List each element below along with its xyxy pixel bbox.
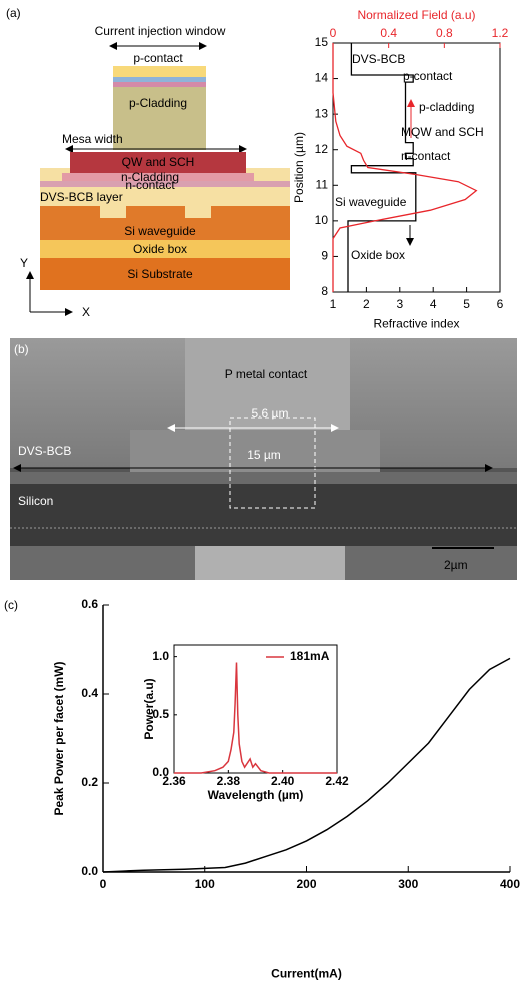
y-tick-label: 8 xyxy=(321,284,328,298)
x2-tick-label: 1.2 xyxy=(492,26,509,40)
y-axis-label: Power(a.u) xyxy=(142,678,156,739)
y-tick-label: 0.2 xyxy=(81,775,98,789)
y-tick-label: 10 xyxy=(315,213,329,227)
label: n-Cladding xyxy=(121,170,179,184)
label: Silicon xyxy=(18,494,53,508)
annotation: p-contact xyxy=(403,69,453,83)
layer xyxy=(40,181,290,187)
x-tick-label: 2 xyxy=(363,297,370,311)
x-tick-label: 2.40 xyxy=(271,774,295,788)
annotation: Oxide box xyxy=(351,248,405,262)
x-tick-label: 4 xyxy=(430,297,437,311)
x-tick-label: 400 xyxy=(500,877,520,891)
x-axis-label: Wavelength (µm) xyxy=(208,788,304,802)
x2-tick-label: 0 xyxy=(330,26,337,40)
label: Y xyxy=(20,256,28,270)
y-tick-label: 9 xyxy=(321,249,328,263)
x-tick-label: 0 xyxy=(100,877,107,891)
y-tick-label: 1.0 xyxy=(152,649,169,663)
y-tick-label: 11 xyxy=(316,177,329,191)
annotation: n-contact xyxy=(401,149,451,163)
label: p-Cladding xyxy=(129,96,187,110)
label: P metal contact xyxy=(225,367,308,381)
x2-axis-label: Normalized Field (a.u) xyxy=(357,8,475,22)
panel-label: (c) xyxy=(4,598,18,612)
label: DVS-BCB layer xyxy=(40,190,123,204)
label: 15 µm xyxy=(247,448,281,462)
x-tick-label: 300 xyxy=(398,877,418,891)
label: 2µm xyxy=(444,558,468,572)
y-axis-label: Peak Power per facet (mW) xyxy=(52,661,66,815)
x-tick-label: 2.42 xyxy=(325,774,349,788)
label: n-contact xyxy=(125,178,175,192)
panel-label: (b) xyxy=(14,342,29,356)
y-tick-label: 0.0 xyxy=(152,765,169,779)
sem-region xyxy=(185,338,350,430)
x-axis-label: Refractive index xyxy=(373,316,459,330)
label: 5.6 µm xyxy=(252,406,289,420)
label: X xyxy=(82,305,90,319)
y-tick-label: 14 xyxy=(315,71,329,85)
layer xyxy=(113,82,206,87)
series-line xyxy=(347,43,417,292)
layer xyxy=(40,258,290,290)
label: DVS-BCB xyxy=(18,444,71,458)
label: p-contact xyxy=(133,51,183,65)
x-tick-label: 3 xyxy=(396,297,403,311)
y-tick-label: 0.6 xyxy=(81,597,98,611)
sem-region xyxy=(10,472,517,484)
x-tick-label: 6 xyxy=(497,297,504,311)
plot-frame xyxy=(173,644,338,774)
panel-b-sem: (b) P metal contact 5.6 µm DVS-BCB 15 µm… xyxy=(10,338,517,580)
layer xyxy=(70,152,246,173)
x-tick-label: 2.36 xyxy=(162,774,186,788)
y-tick-label: 0.0 xyxy=(81,864,98,878)
layer xyxy=(40,206,290,240)
panel-label: (a) xyxy=(6,6,21,20)
y-tick-label: 0.4 xyxy=(81,686,98,700)
layer xyxy=(185,206,211,218)
y-tick-label: 13 xyxy=(315,106,329,120)
annotation: DVS-BCB xyxy=(352,52,405,66)
label: Mesa width xyxy=(62,132,123,146)
series-line xyxy=(102,657,511,873)
y-tick-label: 15 xyxy=(315,35,329,49)
x-tick-label: 5 xyxy=(463,297,470,311)
x2-tick-label: 0.8 xyxy=(436,26,453,40)
label: QW and SCH xyxy=(122,155,195,169)
layer xyxy=(113,77,206,82)
layer xyxy=(113,66,206,77)
legend-label: 181mA xyxy=(290,649,330,663)
sem-region xyxy=(10,484,517,546)
x-tick-label: 1 xyxy=(330,297,337,311)
y-tick-label: 12 xyxy=(315,142,329,156)
layer xyxy=(62,173,254,181)
annotation: Si waveguide xyxy=(335,195,407,209)
x-tick-label: 2.38 xyxy=(217,774,241,788)
panel-a-diagram: (a) Current injection window p-contact p… xyxy=(6,6,290,319)
label: Si Substrate xyxy=(127,267,193,281)
series-line xyxy=(332,43,478,292)
series-line xyxy=(174,662,337,774)
label: Current injection window xyxy=(95,24,226,38)
annotation: MQW and SCH xyxy=(401,125,484,139)
annotation: p-cladding xyxy=(419,100,474,114)
x-tick-label: 200 xyxy=(296,877,316,891)
layer xyxy=(40,240,290,258)
label: Si waveguide xyxy=(124,224,196,238)
layer xyxy=(100,206,126,218)
plot-frame xyxy=(332,42,501,293)
layer xyxy=(113,87,206,150)
label: Oxide box xyxy=(133,242,187,256)
x-tick-label: 100 xyxy=(195,877,215,891)
y-axis-label: Position (µm) xyxy=(292,132,306,203)
x2-tick-label: 0.4 xyxy=(380,26,397,40)
sem-box xyxy=(229,417,316,509)
sem-region xyxy=(195,546,345,580)
y-tick-label: 0.5 xyxy=(152,707,169,721)
x-axis-label: Current(mA) xyxy=(271,966,342,980)
